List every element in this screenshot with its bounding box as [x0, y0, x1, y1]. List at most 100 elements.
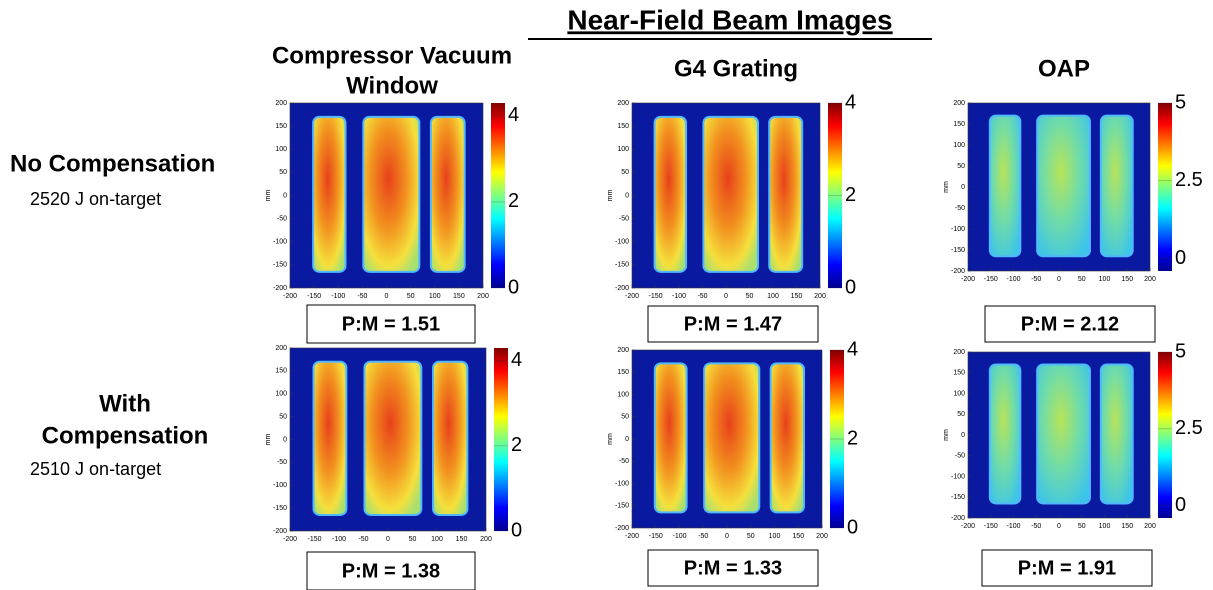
x-tick-label: -200 [961, 523, 975, 530]
y-tick-label: -50 [277, 215, 287, 222]
y-tick-label: 100 [275, 146, 287, 153]
y-tick-label: -50 [955, 205, 965, 212]
y-tick-label: 0 [283, 436, 287, 443]
y-tick-label: 50 [957, 163, 965, 170]
y-tick-label: 200 [617, 347, 629, 354]
y-tick-label: -50 [277, 459, 287, 466]
colorbar-tick-label: 2.5 [1175, 417, 1203, 439]
colorbar-tick-label: 2.5 [1175, 169, 1203, 191]
y-tick-label: 0 [961, 432, 965, 439]
y-tick-label: 0 [961, 184, 965, 191]
y-tick-label: 150 [617, 123, 629, 130]
x-tick-label: -200 [283, 536, 297, 543]
y-tick-label: 0 [625, 436, 629, 443]
x-tick-label: 200 [814, 293, 826, 300]
x-tick-label: 0 [1057, 523, 1061, 530]
x-tick-label: 150 [1121, 523, 1133, 530]
x-tick-label: 0 [385, 293, 389, 300]
x-tick-label: 0 [724, 293, 728, 300]
slide-title: Near-Field Beam Images [567, 4, 892, 35]
x-tick-label: 0 [386, 536, 390, 543]
beam-stripe [364, 362, 421, 515]
x-tick-label: 200 [480, 536, 492, 543]
x-tick-label: 150 [792, 533, 804, 540]
x-tick-label: -100 [1006, 276, 1020, 283]
y-tick-label: -200 [951, 268, 965, 275]
y-axis-label: mm [265, 434, 272, 446]
y-tick-label: -150 [615, 503, 629, 510]
x-tick-label: -150 [984, 523, 998, 530]
y-tick-label: -200 [273, 528, 287, 535]
y-tick-label: -100 [615, 239, 629, 246]
row-label: No Compensation [10, 150, 215, 177]
y-tick-label: 150 [953, 121, 965, 128]
y-tick-label: -50 [955, 453, 965, 460]
y-tick-label: 150 [617, 369, 629, 376]
x-tick-label: -150 [307, 536, 321, 543]
x-tick-label: 50 [409, 536, 417, 543]
y-tick-label: 150 [275, 123, 287, 130]
beam-stripe [1101, 364, 1133, 503]
colorbar-tick-label: 0 [511, 519, 522, 541]
beam-stripe [704, 363, 759, 512]
x-tick-label: 50 [1078, 523, 1086, 530]
x-tick-label: -150 [307, 293, 321, 300]
x-tick-label: -100 [331, 293, 345, 300]
x-tick-label: 0 [1057, 276, 1061, 283]
beam-stripe [313, 117, 345, 272]
x-tick-label: 100 [431, 536, 443, 543]
y-tick-label: 50 [621, 169, 629, 176]
column-header: OAP [1038, 55, 1090, 82]
y-tick-label: -200 [615, 525, 629, 532]
x-tick-label: 150 [791, 293, 803, 300]
y-axis-label: mm [943, 181, 950, 193]
x-tick-label: -150 [648, 293, 662, 300]
colorbar-tick-label: 0 [847, 516, 858, 538]
beam-stripe [1037, 364, 1090, 503]
beam-stripe [655, 117, 686, 272]
y-tick-label: -150 [273, 505, 287, 512]
colorbar-tick-label: 0 [1175, 247, 1186, 269]
y-tick-label: 0 [625, 192, 629, 199]
energy-label: 2510 J on-target [30, 459, 161, 479]
y-tick-label: -150 [951, 247, 965, 254]
x-tick-label: -150 [984, 276, 998, 283]
beam-stripe [433, 362, 467, 515]
colorbar-tick-label: 0 [1175, 494, 1186, 516]
y-tick-label: -150 [273, 262, 287, 269]
y-tick-label: 50 [957, 411, 965, 418]
x-tick-label: -50 [697, 293, 707, 300]
beam-stripe [990, 116, 1020, 257]
ratio-label: P:M = 2.12 [1021, 313, 1119, 335]
y-axis-label: mm [607, 190, 614, 202]
ratio-label: P:M = 1.91 [1018, 557, 1116, 579]
y-tick-label: 200 [275, 345, 287, 352]
y-tick-label: 50 [279, 413, 287, 420]
y-tick-label: 150 [275, 368, 287, 375]
beam-stripe [1037, 116, 1090, 257]
x-tick-label: 150 [1121, 276, 1133, 283]
colorbar [494, 348, 508, 531]
x-tick-label: 50 [1078, 276, 1086, 283]
energy-label: 2520 J on-target [30, 189, 161, 209]
y-tick-label: 100 [275, 391, 287, 398]
row-label: With [99, 390, 151, 417]
ratio-label: P:M = 1.47 [684, 313, 782, 335]
colorbar-tick-label: 2 [847, 427, 858, 449]
y-tick-label: -100 [273, 239, 287, 246]
colorbar-tick-label: 4 [845, 91, 856, 113]
row-label: Compensation [42, 422, 209, 449]
x-tick-label: 100 [1099, 276, 1111, 283]
x-tick-label: -200 [283, 293, 297, 300]
y-tick-label: 200 [953, 100, 965, 107]
y-tick-label: 100 [953, 390, 965, 397]
x-tick-label: -100 [1006, 523, 1020, 530]
y-tick-label: -50 [619, 458, 629, 465]
y-tick-label: 50 [621, 414, 629, 421]
x-tick-label: 100 [1099, 523, 1111, 530]
y-tick-label: 200 [275, 100, 287, 107]
colorbar [491, 103, 505, 288]
x-tick-label: -50 [357, 293, 367, 300]
x-tick-label: 200 [477, 293, 489, 300]
y-axis-label: mm [943, 429, 950, 441]
